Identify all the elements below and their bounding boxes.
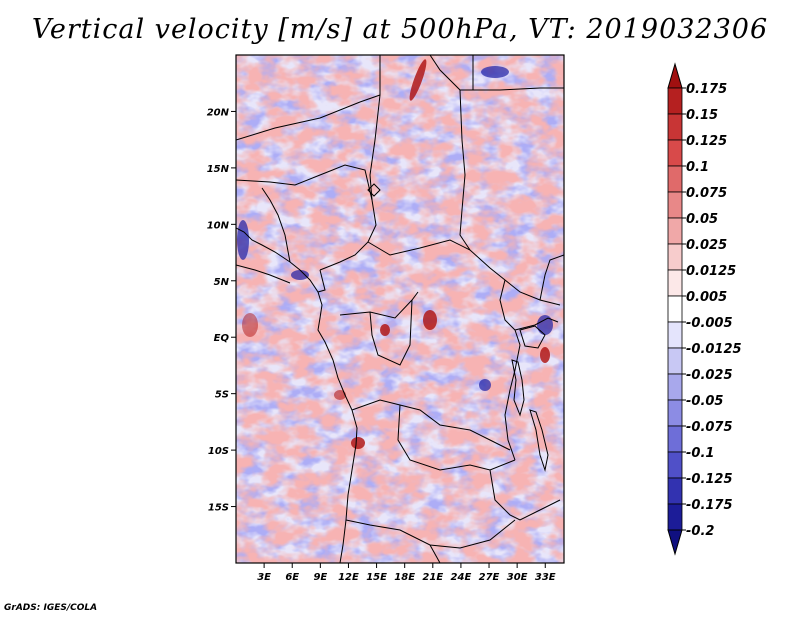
colorbar-label: -0.005 <box>686 316 733 331</box>
map-title: Vertical velocity [m/s] at 500hPa, VT: 2… <box>31 14 769 45</box>
colorbar-swatch <box>667 165 683 193</box>
country-borders <box>236 55 564 563</box>
colorbar-label: 0.1 <box>686 160 709 175</box>
lon-label: 3E <box>257 572 271 583</box>
lon-label: 15E <box>366 572 387 583</box>
lat-label: 5S <box>215 390 229 401</box>
colorbar-label: 0.075 <box>686 186 727 201</box>
colorbar-label: -0.025 <box>686 368 733 383</box>
colorbar-label: 0.025 <box>686 238 727 253</box>
colorbar-label: 0.005 <box>686 290 727 305</box>
colorbar-label: 0.125 <box>686 134 727 149</box>
colorbar-swatch <box>667 477 683 505</box>
strong-downdraft-patches <box>237 66 553 391</box>
colorbar-label: -0.075 <box>686 420 733 435</box>
colorbar-label: 0.05 <box>686 212 718 227</box>
colorbar-label: -0.0125 <box>686 342 742 357</box>
velocity-field <box>236 55 564 563</box>
colorbar-label: -0.175 <box>686 498 733 513</box>
lon-label: 24E <box>451 572 472 583</box>
longitude-axis: 3E 6E 9E 12E 15E 18E 21E 24E 27E 30E 33E <box>257 563 556 583</box>
lat-label: 10S <box>208 446 229 457</box>
colorbar-swatch <box>667 321 683 349</box>
lon-label: 9E <box>313 572 327 583</box>
colorbar-swatch <box>667 243 683 271</box>
colorbar-swatch <box>667 295 683 323</box>
colorbar-swatch <box>667 113 683 141</box>
lon-label: 18E <box>394 572 415 583</box>
lat-label: EQ <box>214 333 230 344</box>
colorbar-swatch <box>667 451 683 479</box>
lakes <box>367 183 549 472</box>
lon-label: 33E <box>535 572 556 583</box>
colorbar-label: -0.125 <box>686 472 733 487</box>
colorbar-swatch <box>667 269 683 297</box>
colorbar-top-arrow <box>667 62 683 89</box>
lat-label: 15S <box>208 503 229 514</box>
colorbar-swatch <box>667 373 683 401</box>
colorbar: 0.175 0.15 0.125 0.1 0.075 0.05 0.025 0.0125 0.0… <box>667 62 742 556</box>
colorbar-label: 0.0125 <box>686 264 736 279</box>
lon-label: 27E <box>479 572 500 583</box>
lat-label: 20N <box>207 107 230 118</box>
colorbar-swatch <box>667 87 683 115</box>
colorbar-swatch <box>667 347 683 375</box>
colorbar-swatch <box>667 425 683 453</box>
colorbar-label: 0.15 <box>686 108 718 123</box>
lon-label: 6E <box>285 572 299 583</box>
colorbar-bottom-arrow <box>667 529 683 556</box>
colorbar-swatch <box>667 191 683 219</box>
lon-label: 21E <box>422 572 443 583</box>
colorbar-label: -0.05 <box>686 394 723 409</box>
lat-label: 10N <box>207 220 230 231</box>
colorbar-label: -0.1 <box>686 446 714 461</box>
colorbar-swatch <box>667 399 683 427</box>
lat-label: 15N <box>207 164 230 175</box>
colorbar-swatch <box>667 217 683 245</box>
colorbar-label: -0.2 <box>686 524 714 539</box>
lon-label: 12E <box>338 572 359 583</box>
colorbar-swatch <box>667 503 683 531</box>
latitude-axis: 20N 15N 10N 5N EQ 5S 10S 15S <box>207 107 236 514</box>
lon-label: 30E <box>507 572 528 583</box>
colorbar-label: 0.175 <box>686 82 727 97</box>
strong-updraft-patches <box>242 59 550 449</box>
footer-credit: GrADS: IGES/COLA <box>4 603 98 613</box>
lat-label: 5N <box>214 277 230 288</box>
colorbar-swatch <box>667 139 683 167</box>
map-frame <box>235 54 565 564</box>
